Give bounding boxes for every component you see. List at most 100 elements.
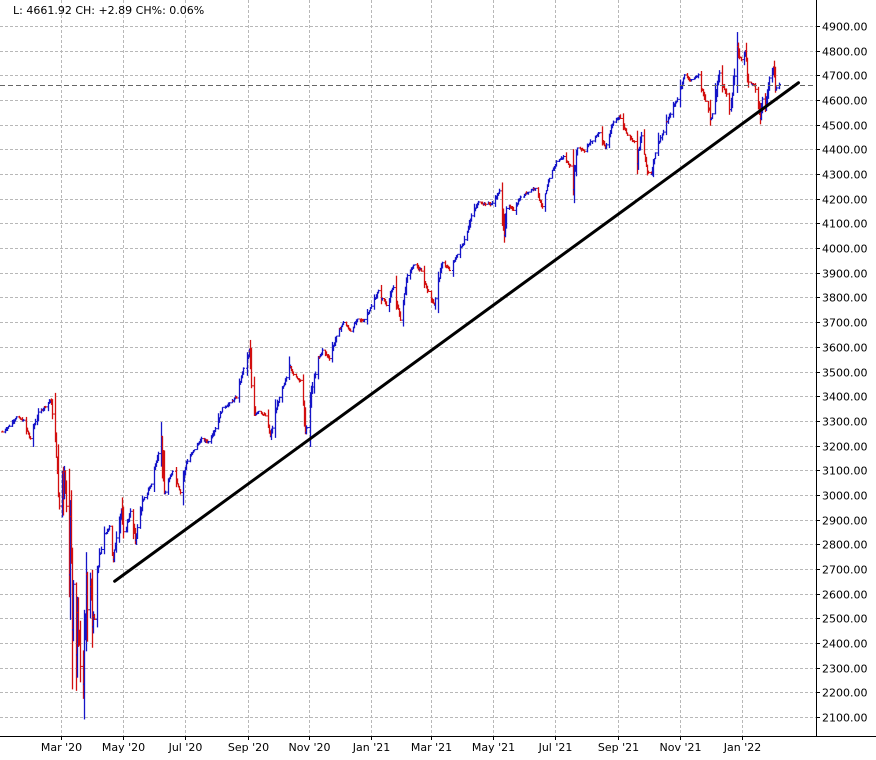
ohlc-bar: [683, 74, 686, 80]
ohlc-bar: [420, 268, 423, 272]
ohlc-bar: [626, 132, 629, 136]
ohlc-bar: [86, 571, 89, 642]
ohlc-bar: [164, 490, 167, 495]
y-tick-label: 4400.00: [822, 144, 868, 157]
ohlc-bar: [122, 506, 125, 539]
x-tick-label: Jan '21: [352, 741, 390, 754]
ohlc-bar: [647, 170, 650, 174]
y-tick-label: 2400.00: [822, 638, 868, 651]
y-tick-label: 3800.00: [822, 292, 868, 305]
ohlc-bar: [214, 426, 217, 433]
y-tick-label: 4300.00: [822, 169, 868, 182]
ohlc-bar: [58, 492, 61, 510]
ohlc-bar: [385, 301, 388, 307]
y-tick-label: 3200.00: [822, 441, 868, 454]
ohlc-bar: [441, 261, 444, 269]
ohlc-bar: [406, 273, 409, 283]
ohlc-bar: [583, 149, 586, 153]
ohlc-bar: [150, 483, 153, 488]
support-trendline: [113, 81, 800, 583]
ohlc-bar: [306, 427, 309, 429]
ohlc-bar: [278, 396, 281, 403]
ohlc-bar: [662, 129, 665, 136]
ohlc-bar: [484, 202, 487, 207]
ohlc-bar: [221, 406, 224, 413]
ohlc-bar: [413, 264, 416, 266]
price-info-label: L: 4661.92 CH: +2.89 CH%: 0.06%: [13, 4, 204, 17]
ohlc-bar: [22, 419, 25, 422]
ohlc-bar: [8, 424, 11, 427]
y-tick-label: 2800.00: [822, 539, 868, 552]
ohlc-bar: [612, 120, 615, 126]
ohlc-bar: [598, 132, 601, 134]
ohlc-bar: [186, 459, 189, 465]
y-tick-label: 4900.00: [822, 21, 868, 34]
y-tick-label: 2300.00: [822, 663, 868, 676]
grid: [0, 0, 816, 736]
ohlc-bar: [548, 177, 551, 183]
ohlc-bar: [605, 142, 608, 149]
ohlc-bar: [434, 297, 437, 310]
ohlc-bar: [718, 70, 721, 83]
ohlc-bar: [93, 613, 96, 620]
y-tick-label: 4100.00: [822, 218, 868, 231]
y-tick-label: 3900.00: [822, 268, 868, 281]
ohlc-bar: [250, 347, 253, 389]
y-tick-label: 2600.00: [822, 589, 868, 602]
ohlc-bar: [299, 379, 302, 382]
ohlc-bar: [768, 76, 771, 91]
y-tick-label: 2500.00: [822, 613, 868, 626]
y-tick-label: 4600.00: [822, 95, 868, 108]
x-tick-label: Nov '20: [289, 741, 331, 754]
ohlc-bar: [143, 496, 146, 501]
x-tick-label: Sep '21: [598, 741, 639, 754]
ohlc-bar: [51, 399, 54, 420]
ohlc-bar: [235, 395, 238, 399]
ohlc-bar: [115, 531, 118, 553]
ohlc-bar: [264, 413, 267, 417]
ohlc-bar: [775, 86, 778, 91]
x-tick-label: May '20: [102, 741, 145, 754]
ohlc-bar: [15, 416, 18, 420]
ohlc-bar: [79, 620, 82, 683]
ohlc-bar: [519, 195, 522, 201]
y-tick-label: 3300.00: [822, 416, 868, 429]
x-tick-label: Jan '22: [723, 741, 761, 754]
ohlc-bar: [711, 113, 714, 119]
ohlc-bar: [314, 371, 317, 379]
ohlc-bar: [498, 188, 501, 195]
ohlc-bar: [512, 206, 515, 211]
y-tick-label: 4800.00: [822, 46, 868, 59]
ohlc-bar: [541, 203, 544, 209]
ohlc-bar: [399, 311, 402, 321]
ohlc-bar: [100, 546, 103, 555]
x-tick-label: Sep '20: [228, 741, 269, 754]
ohlc-bar: [29, 436, 32, 440]
ohlc-bar: [669, 112, 672, 118]
ohlc-bar: [207, 440, 210, 444]
ohlc-bar: [242, 367, 245, 375]
ohlc-bar: [392, 285, 395, 291]
x-tick-label: Mar '21: [411, 741, 452, 754]
ohlc-bar: [676, 97, 679, 103]
x-tick-label: Jul '21: [538, 741, 573, 754]
ohlc-bar: [271, 425, 274, 434]
ohlc-bar: [363, 318, 366, 323]
y-tick-label: 4000.00: [822, 243, 868, 256]
overlays: [0, 81, 816, 583]
x-tick-label: May '21: [472, 741, 515, 754]
ohlc-bar: [37, 408, 40, 422]
ohlc-bar: [228, 402, 231, 407]
ohlc-bar: [633, 140, 636, 144]
ohlc-bar: [292, 371, 295, 376]
ohlc-bar: [697, 73, 700, 79]
ohlc-bar: [456, 253, 459, 258]
y-tick-label: 2200.00: [822, 687, 868, 700]
ohlc-bar: [704, 94, 707, 102]
ohlc-bar: [108, 525, 111, 531]
ohlc-bar: [72, 580, 75, 642]
ohlc-bar: [1, 430, 4, 433]
x-tick-label: Jul '20: [168, 741, 203, 754]
ohlc-bar: [477, 200, 480, 206]
ohlc-bar: [342, 321, 345, 326]
